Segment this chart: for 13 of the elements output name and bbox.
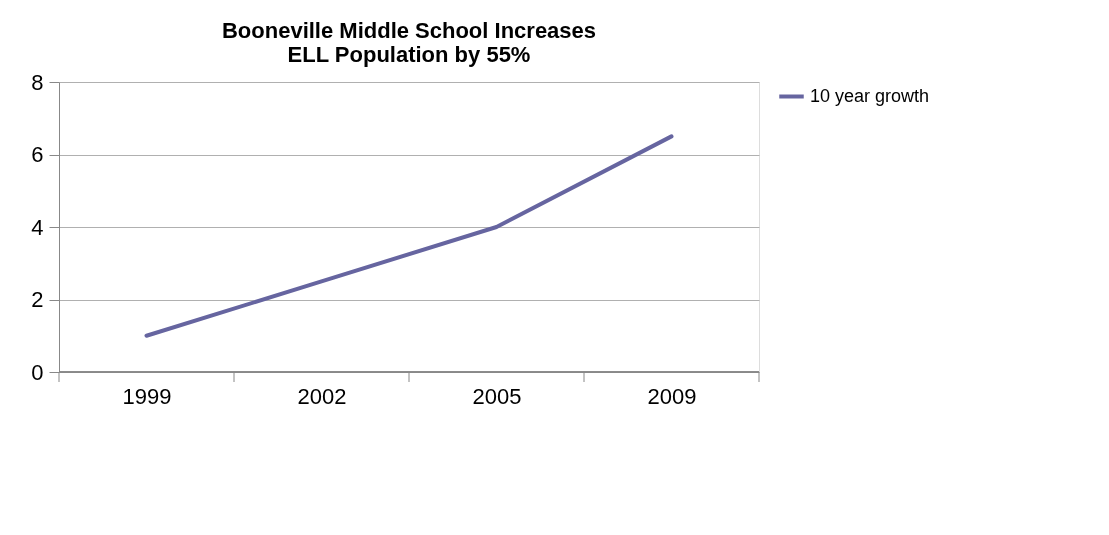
x-tick-label: 1999	[122, 383, 172, 409]
text: ELL Population by 55%	[287, 42, 531, 67]
y-tick-label: 0	[31, 359, 44, 385]
y-tick-label: 2	[31, 287, 44, 312]
y-tick-label: 8	[31, 69, 44, 95]
text: Booneville Middle School Increases	[221, 18, 597, 43]
y-tick-label: 6	[31, 142, 44, 167]
x-tick-label: 2009	[647, 383, 697, 409]
x-tick-label: 2005	[472, 383, 522, 409]
line-series	[144, 134, 674, 338]
legend-label: 10 year growth	[810, 85, 930, 106]
x-tick-label: 2002	[297, 383, 347, 409]
y-tick-label: 4	[31, 214, 44, 240]
